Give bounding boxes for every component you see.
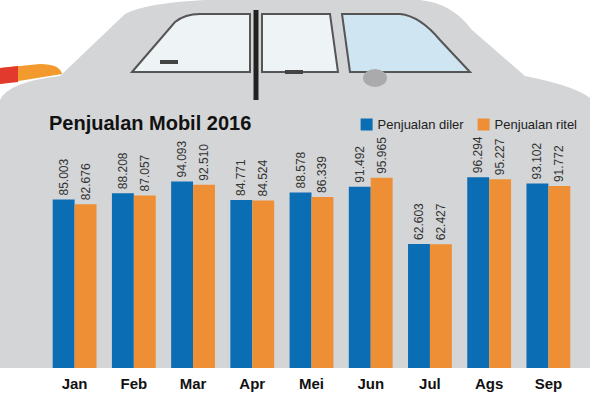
svg-text:Jun: Jun bbox=[357, 375, 384, 392]
svg-text:91.772: 91.772 bbox=[552, 145, 566, 182]
svg-text:91.492: 91.492 bbox=[353, 146, 367, 183]
svg-text:82.676: 82.676 bbox=[79, 163, 93, 200]
svg-text:62.603: 62.603 bbox=[412, 203, 426, 240]
svg-text:Penjualan ritel: Penjualan ritel bbox=[495, 117, 577, 132]
svg-text:86.339: 86.339 bbox=[315, 156, 329, 193]
svg-text:Penjualan Mobil 2016: Penjualan Mobil 2016 bbox=[49, 112, 251, 134]
svg-text:95.965: 95.965 bbox=[375, 137, 389, 174]
svg-text:Jan: Jan bbox=[62, 375, 88, 392]
svg-text:62.427: 62.427 bbox=[434, 203, 448, 240]
svg-text:Sep: Sep bbox=[535, 375, 563, 392]
svg-text:88.578: 88.578 bbox=[294, 151, 308, 188]
svg-text:88.208: 88.208 bbox=[116, 152, 130, 189]
svg-text:Feb: Feb bbox=[120, 375, 147, 392]
svg-text:92.510: 92.510 bbox=[197, 144, 211, 181]
svg-text:Mei: Mei bbox=[299, 375, 324, 392]
svg-text:84.524: 84.524 bbox=[256, 159, 270, 196]
svg-text:Ags: Ags bbox=[475, 375, 503, 392]
svg-text:Penjualan diler: Penjualan diler bbox=[378, 117, 465, 132]
svg-text:Jul: Jul bbox=[419, 375, 441, 392]
svg-text:96.294: 96.294 bbox=[471, 136, 485, 173]
svg-text:93.102: 93.102 bbox=[530, 142, 544, 179]
svg-text:Mar: Mar bbox=[180, 375, 207, 392]
svg-text:Apr: Apr bbox=[239, 375, 265, 392]
svg-text:94.093: 94.093 bbox=[175, 140, 189, 177]
svg-text:85.003: 85.003 bbox=[57, 159, 71, 196]
svg-text:84.771: 84.771 bbox=[234, 159, 248, 196]
svg-text:95.227: 95.227 bbox=[493, 138, 507, 175]
svg-text:87.057: 87.057 bbox=[138, 154, 152, 191]
